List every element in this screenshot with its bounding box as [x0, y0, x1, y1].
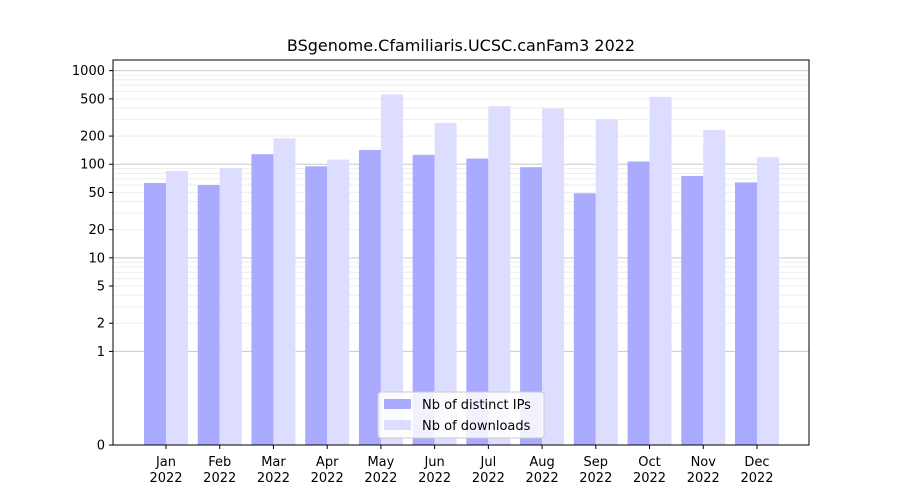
- x-tick-label: Jul 2022: [472, 455, 505, 486]
- legend: Nb of distinct IPs Nb of downloads: [377, 391, 545, 439]
- x-tick-label: Jan 2022: [149, 455, 182, 486]
- x-tick-label: Sep 2022: [579, 455, 612, 486]
- y-tick-label: 100: [80, 158, 105, 173]
- legend-label: Nb of distinct IPs: [422, 398, 531, 413]
- bar-distinct-ips: [197, 185, 220, 445]
- x-tick-label: Nov 2022: [687, 455, 720, 486]
- y-tick-label: 200: [80, 130, 105, 145]
- legend-label: Nb of downloads: [422, 419, 531, 434]
- bar-distinct-ips: [466, 158, 489, 445]
- y-tick-label: 20: [88, 223, 105, 238]
- y-tick-label: 50: [88, 186, 105, 201]
- x-axis: Jan 2022 Feb 2022 Mar 2022 Apr 2022 May 2022 Jun 20…: [149, 445, 774, 486]
- bar-distinct-ips: [305, 166, 328, 445]
- legend-swatch: [384, 420, 411, 430]
- x-tick-label: Mar 2022: [257, 455, 290, 486]
- y-tick-label: 10: [88, 251, 105, 266]
- x-tick-label: Jun 2022: [418, 455, 451, 486]
- bar-downloads: [542, 108, 565, 446]
- y-tick-label: 2: [97, 317, 105, 332]
- x-tick-label: Apr 2022: [311, 455, 344, 486]
- legend-swatch: [384, 399, 411, 409]
- bar-distinct-ips: [144, 183, 166, 446]
- bar-distinct-ips: [412, 154, 435, 445]
- bar-distinct-ips: [627, 161, 650, 445]
- bar-distinct-ips: [358, 149, 381, 445]
- chart-title: BSgenome.Cfamiliaris.UCSC.canFam3 2022: [287, 36, 635, 55]
- y-tick-label: 1: [97, 345, 105, 360]
- bar-downloads: [273, 138, 296, 446]
- bar-distinct-ips: [520, 167, 543, 446]
- bar-downloads: [488, 106, 511, 445]
- y-tick-label: 500: [80, 92, 105, 107]
- x-tick-label: Oct 2022: [633, 455, 666, 486]
- bar-downloads: [166, 170, 188, 446]
- x-tick-label: Dec 2022: [740, 455, 773, 486]
- y-tick-label: 1000: [72, 64, 105, 79]
- bar-downloads: [327, 159, 350, 445]
- bar-downloads: [219, 168, 242, 445]
- x-tick-label: Aug 2022: [526, 455, 559, 486]
- y-axis: 0 1 2 5 10 20 50 100 200 500 1000: [72, 64, 113, 454]
- plot-frame: [112, 59, 810, 446]
- x-tick-label: Feb 2022: [203, 455, 236, 486]
- bar-distinct-ips: [681, 175, 704, 445]
- bar-distinct-ips: [573, 193, 596, 445]
- bar-downloads: [703, 130, 726, 445]
- x-tick-label: May 2022: [364, 455, 397, 486]
- bars: [144, 94, 779, 446]
- y-tick-label: 5: [97, 280, 105, 295]
- bar-downloads: [649, 96, 672, 445]
- y-tick-label: 0: [97, 439, 105, 454]
- bar-downloads: [434, 122, 457, 445]
- bar-distinct-ips: [251, 154, 274, 446]
- bar-downloads: [380, 94, 403, 445]
- legend-box: [377, 391, 545, 439]
- bar-downloads: [595, 119, 618, 445]
- bar-downloads: [757, 157, 779, 445]
- bar-distinct-ips: [735, 182, 757, 445]
